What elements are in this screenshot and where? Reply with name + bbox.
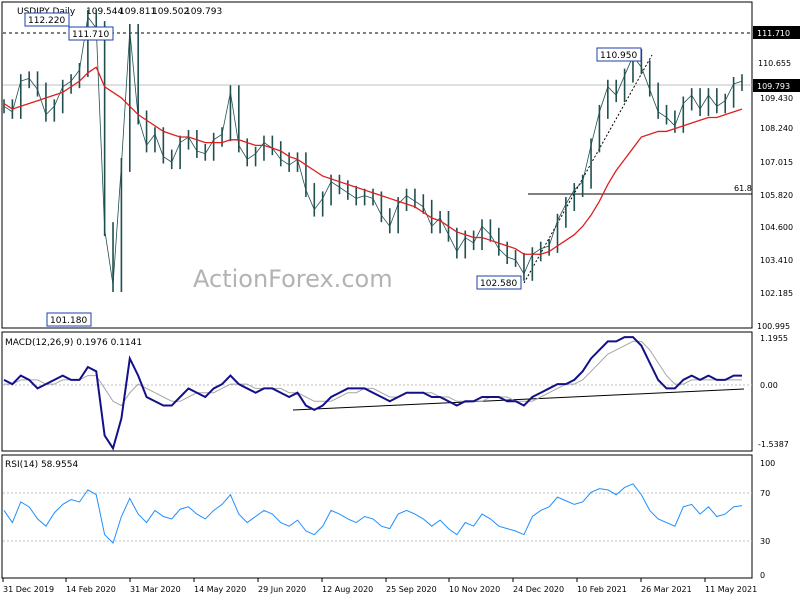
date-label-9: 24 Dec 2020 bbox=[513, 585, 564, 594]
callout-112220-box bbox=[24, 12, 70, 27]
macd-signal-line bbox=[4, 340, 742, 407]
price-tick-109430: 109.430 bbox=[760, 94, 793, 103]
macd-panel-frame bbox=[1, 331, 753, 452]
date-label-10: 10 Feb 2021 bbox=[577, 585, 627, 594]
rsi-tick-30: 30 bbox=[760, 537, 770, 546]
macd-line bbox=[3, 336, 742, 451]
resistance-label-box bbox=[753, 26, 800, 39]
rsi-tick-100: 100 bbox=[760, 459, 775, 468]
price-tick-102185: 102.185 bbox=[760, 289, 793, 298]
price-tick-104600: 104.600 bbox=[760, 223, 793, 232]
date-label-11: 26 Mar 2021 bbox=[641, 585, 692, 594]
price-candles bbox=[3, 9, 743, 292]
date-label-7: 25 Sep 2020 bbox=[386, 585, 437, 594]
callout-112220: 112.220 bbox=[28, 16, 65, 26]
macd-title: MACD(12,26,9) 0.1976 0.1141 bbox=[5, 338, 142, 348]
price-tick-103410: 103.410 bbox=[760, 256, 793, 265]
date-label-2: 14 Feb 2020 bbox=[66, 585, 116, 594]
macd-tick-zero: 0.00 bbox=[760, 381, 778, 390]
price-tick-100995: 100.995 bbox=[757, 322, 790, 331]
ohlc-low: 109.502 bbox=[152, 7, 189, 17]
date-label-6: 12 Aug 2020 bbox=[322, 585, 373, 594]
macd-support-trendline bbox=[292, 388, 745, 411]
x-axis: 31 Dec 2019 14 Feb 2020 31 Mar 2020 14 M… bbox=[2, 578, 757, 594]
callout-101180-box bbox=[46, 312, 92, 327]
price-panel: USDJPY,Daily 109.544 109.811 109.502 109… bbox=[1, 1, 800, 331]
price-title: USDJPY,Daily bbox=[17, 7, 76, 17]
trend-projection-line bbox=[523, 54, 653, 284]
current-price-label: 109.793 bbox=[757, 82, 790, 91]
rsi-panel-frame bbox=[1, 454, 753, 579]
date-label-3: 31 Mar 2020 bbox=[130, 585, 181, 594]
price-reference-lines: 111.710 109.793 61.8 bbox=[3, 26, 800, 284]
rsi-tick-0: 0 bbox=[760, 571, 765, 580]
callout-101180: 101.180 bbox=[50, 316, 87, 326]
callout-102580: 102.580 bbox=[480, 279, 517, 289]
macd-panel: MACD(12,26,9) 0.1976 0.1141 1.1955 0.00 … bbox=[1, 331, 789, 452]
callout-110950: 110.950 bbox=[600, 51, 637, 61]
price-tick-105820: 105.820 bbox=[760, 191, 793, 200]
watermark: ActionForex.com bbox=[193, 265, 393, 293]
ohlc-close: 109.793 bbox=[185, 7, 222, 17]
price-tick-107015: 107.015 bbox=[760, 158, 793, 167]
callout-111710-box bbox=[68, 26, 114, 41]
callout-110950-box bbox=[596, 47, 642, 62]
macd-tick-min: -1.5387 bbox=[758, 440, 789, 449]
date-label-8: 10 Nov 2020 bbox=[449, 585, 500, 594]
price-close-line bbox=[3, 15, 743, 286]
price-callouts: 112.220 111.710 101.180 110.950 102.580 bbox=[24, 12, 642, 327]
rsi-panel: RSI(14) 58.9554 100 70 30 0 bbox=[1, 454, 775, 580]
date-label-12: 11 May 2021 bbox=[705, 585, 757, 594]
date-label-5: 29 Jun 2020 bbox=[258, 585, 306, 594]
fib-618-label: 61.8 bbox=[734, 184, 752, 193]
price-moving-average bbox=[3, 66, 743, 255]
current-price-label-box bbox=[753, 79, 800, 92]
price-tick-110655: 110.655 bbox=[758, 59, 791, 68]
rsi-title: RSI(14) 58.9554 bbox=[5, 460, 78, 470]
ohlc-open: 109.544 bbox=[86, 7, 123, 17]
callout-111710: 111.710 bbox=[72, 30, 109, 40]
callout-102580-box bbox=[476, 275, 522, 290]
resistance-label: 111.710 bbox=[757, 29, 790, 38]
macd-tick-max: 1.1955 bbox=[760, 334, 788, 343]
date-label-4: 14 May 2020 bbox=[194, 585, 246, 594]
rsi-tick-70: 70 bbox=[760, 489, 770, 498]
price-tick-108240: 108.240 bbox=[760, 124, 793, 133]
ohlc-high: 109.811 bbox=[119, 7, 156, 17]
rsi-line bbox=[3, 483, 743, 545]
date-label-1: 31 Dec 2019 bbox=[3, 585, 54, 594]
price-y-ticks: 110.655 109.430 108.240 107.015 105.820 … bbox=[757, 59, 793, 331]
